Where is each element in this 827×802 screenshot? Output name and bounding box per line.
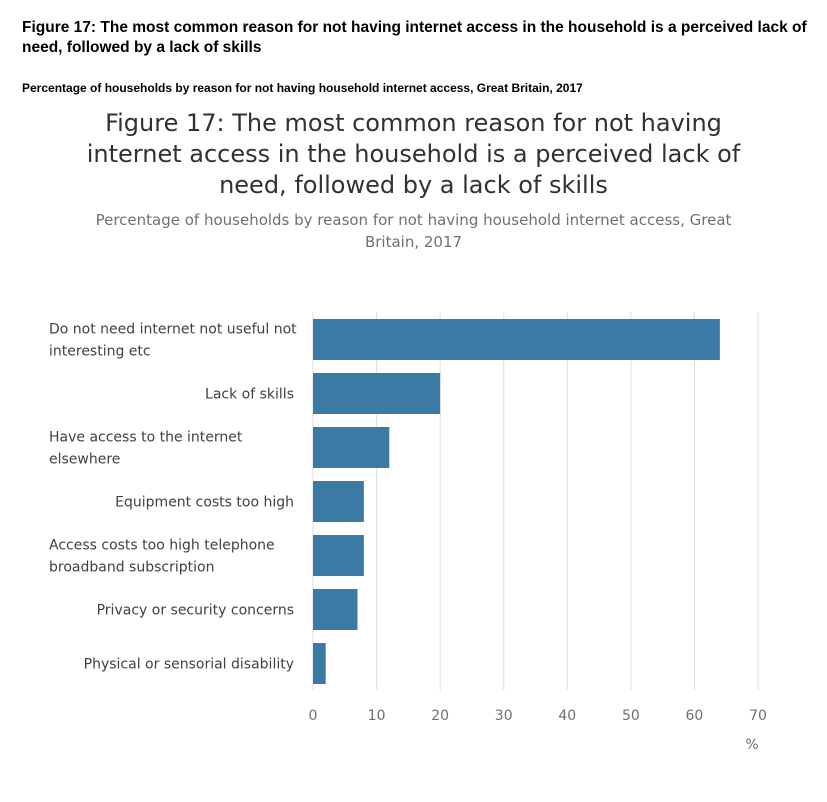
bar (313, 643, 326, 684)
category-labels: Do not need internet not useful not inter… (49, 322, 297, 673)
category-label: Have access to the internet elsewhere (49, 430, 243, 468)
category-label: Privacy or security concerns (97, 603, 294, 619)
category-label: Equipment costs too high (115, 495, 294, 511)
x-tick-label: 10 (368, 708, 386, 724)
bar (313, 373, 441, 414)
bar (313, 427, 390, 468)
figure-subheading: Percentage of households by reason for n… (22, 81, 583, 95)
bar (313, 535, 364, 576)
bar (313, 589, 358, 630)
category-label: Access costs too high telephone broadband… (49, 538, 275, 576)
chart-title: Figure 17: The most common reason for no… (86, 109, 741, 199)
chart-subtitle: Percentage of households by reason for n… (95, 211, 732, 251)
gridlines (312, 312, 759, 690)
x-tick-label: 60 (686, 708, 704, 724)
category-label: Do not need internet not useful not inter… (49, 322, 297, 360)
bar (313, 481, 364, 522)
x-tick-label: 30 (495, 708, 513, 724)
x-tick-label: 40 (558, 708, 576, 724)
category-label: Lack of skills (205, 387, 294, 403)
x-tick-label: 0 (309, 708, 318, 724)
bars (313, 319, 720, 684)
x-tick-label: 50 (622, 708, 640, 724)
category-label: Physical or sensorial disability (84, 657, 294, 673)
x-tick-label: 20 (431, 708, 449, 724)
figure-heading: Figure 17: The most common reason for no… (22, 19, 807, 56)
x-unit-label: % (745, 737, 758, 753)
x-tick-label: 70 (749, 708, 767, 724)
bar (313, 319, 720, 360)
x-tick-labels: 0 10 20 30 40 50 60 70 (309, 708, 767, 724)
